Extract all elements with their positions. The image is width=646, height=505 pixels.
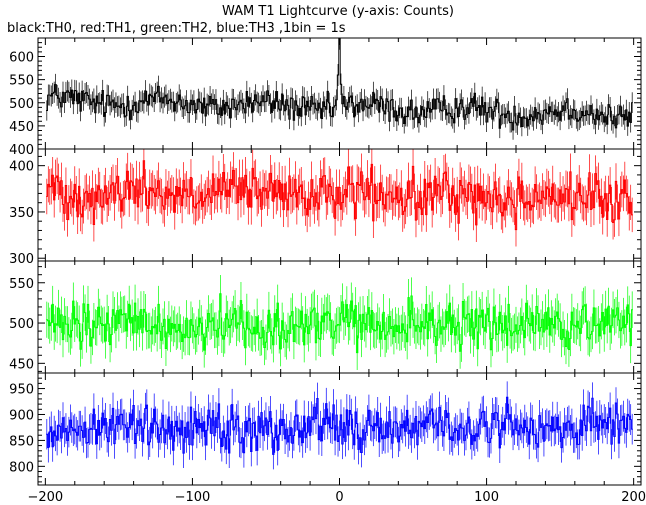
- y-tick-label: 900: [9, 408, 34, 423]
- y-tick-label: 950: [9, 383, 34, 398]
- series-th1: [46, 160, 633, 231]
- panel-th3: 800 850 900 950: [9, 372, 642, 486]
- panel-th0: 400 450 500 550 600: [9, 37, 642, 158]
- y-tick-label: 500: [9, 317, 34, 332]
- series-th0: [46, 38, 633, 131]
- chart-title: WAM T1 Lightcurve (y-axis: Counts): [222, 4, 454, 19]
- panel-th1: 300 350 400: [9, 148, 642, 267]
- y-tick-label: 550: [9, 74, 34, 89]
- y-tick-label: 600: [9, 51, 34, 66]
- y-tick-label: 550: [9, 277, 34, 292]
- y-tick-label: 800: [9, 460, 34, 475]
- y-tick-label: 450: [9, 357, 34, 372]
- x-tick-label: −100: [175, 490, 211, 505]
- panel-th2: 450 500 550: [9, 260, 642, 374]
- y-tick-label: 400: [9, 160, 34, 175]
- y-tick-label: 450: [9, 120, 34, 135]
- x-tick-label: 200: [621, 490, 646, 505]
- y-tick-label: 400: [9, 143, 34, 158]
- y-tick-label: 300: [9, 252, 34, 267]
- y-tick-label: 850: [9, 434, 34, 449]
- x-tick-label: 0: [335, 490, 343, 505]
- panel-frame: [37, 37, 642, 150]
- x-tick-label: −200: [27, 490, 63, 505]
- series-th2: [46, 293, 633, 354]
- chart-subtitle: black:TH0, red:TH1, green:TH2, blue:TH3 …: [7, 21, 346, 36]
- series-th3: [46, 396, 633, 455]
- y-tick-label: 500: [9, 97, 34, 112]
- y-tick-label: 350: [9, 206, 34, 221]
- x-tick-label: 100: [474, 490, 499, 505]
